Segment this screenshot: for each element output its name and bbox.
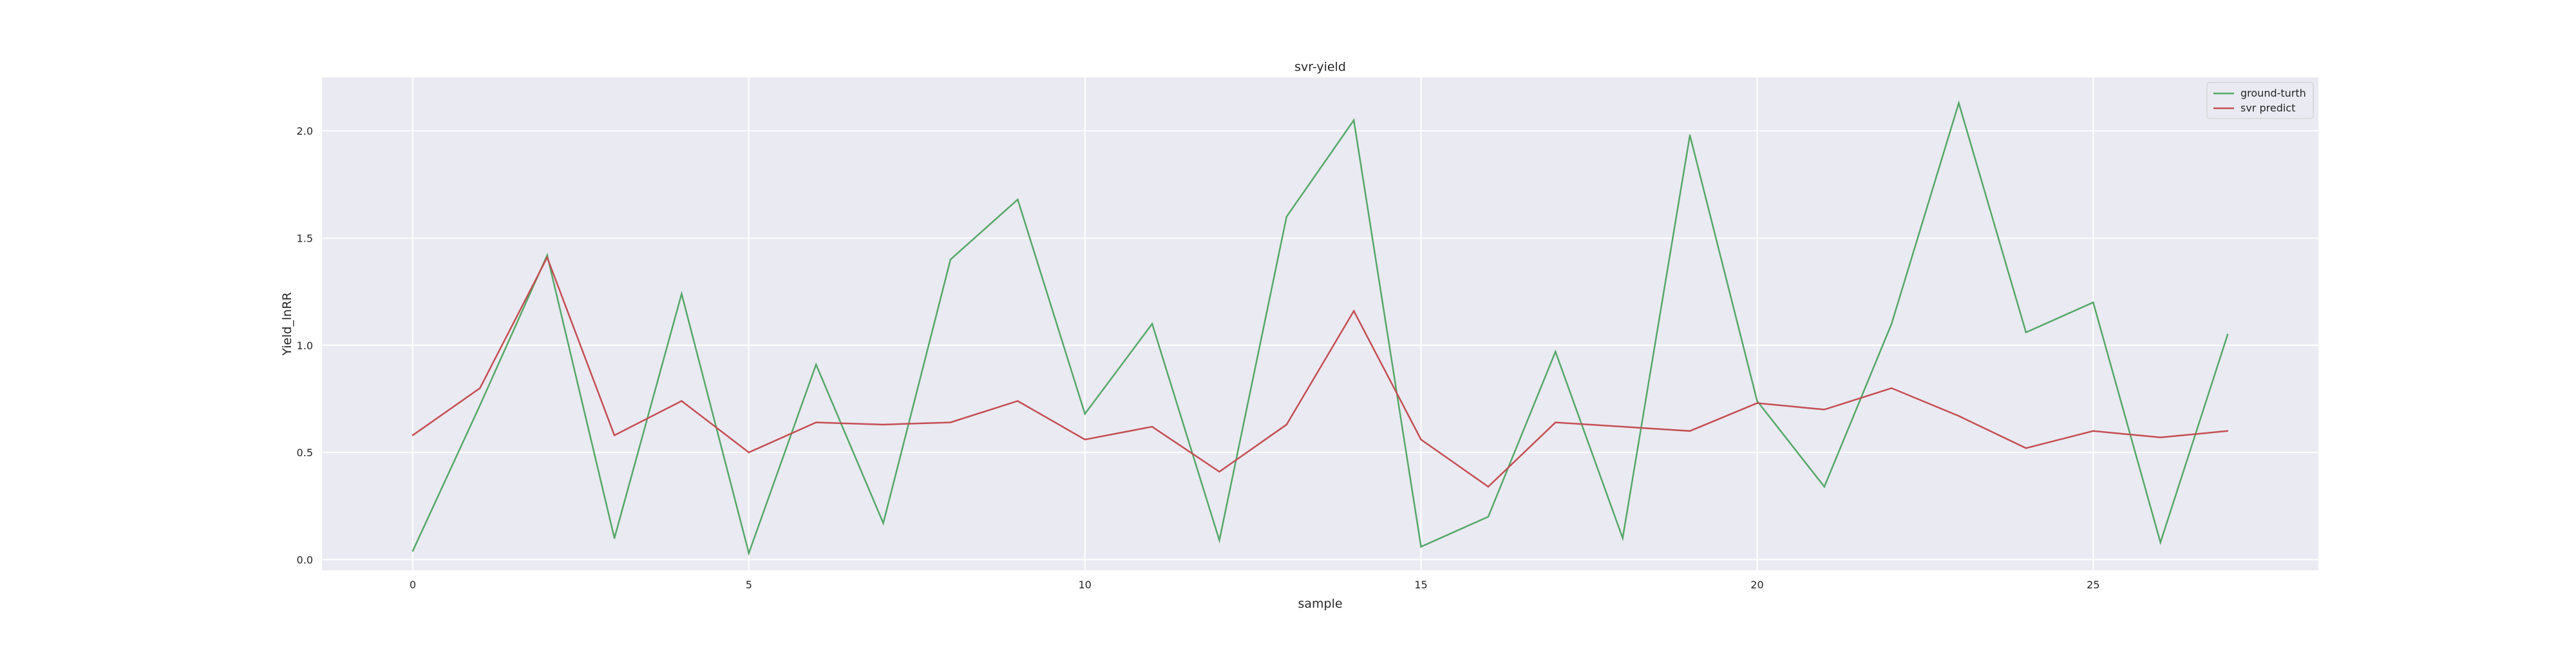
x-tick-label: 5 [746,579,752,591]
x-axis-label: sample [1298,597,1342,611]
data-point [1823,486,1826,488]
data-point [1420,546,1422,548]
data-point [1084,412,1086,415]
y-tick-label: 1.0 [297,340,313,352]
data-point [2025,331,2027,334]
y-tick-label: 0.5 [297,447,313,459]
data-point [1151,425,1153,428]
data-point [2159,436,2161,438]
data-point [1689,430,1691,432]
data-point [748,451,750,454]
data-point [1555,351,1557,352]
data-point [2092,430,2094,432]
y-tick-label: 1.5 [297,232,313,244]
data-point [1958,102,1960,104]
legend: ground-turth svr predict [2206,82,2314,119]
data-point [1487,516,1490,518]
data-point [681,293,683,295]
data-point [1285,423,1288,426]
data-point [546,254,548,256]
legend-label-svr-predict: svr predict [2240,102,2295,114]
tick-labels: 0 5 10 15 20 25 0.0 0.5 1.0 1.5 2.0 [297,125,2100,591]
data-point [1891,323,1893,325]
data-point [949,258,952,260]
data-point [1151,323,1153,325]
data-point [2092,302,2094,304]
x-tick-label: 25 [2087,579,2099,591]
data-point [1823,409,1826,410]
data-point [815,363,817,365]
y-axis-label: Yield_lnRR [280,292,294,356]
series-lines [412,100,2229,556]
data-point [882,423,884,426]
data-point [613,434,616,436]
legend-box [2206,82,2314,119]
data-point [1622,537,1624,539]
chart-title: svr-yield [1294,60,1346,74]
legend-label-ground-turth: ground-turth [2240,87,2306,99]
data-point [1352,310,1355,312]
data-point [1958,415,1960,417]
y-tick-label: 0.0 [297,554,313,566]
data-point [613,537,616,539]
data-point [412,550,414,552]
data-point [882,522,884,525]
data-point [748,552,750,554]
data-point [1487,486,1490,488]
data-point [681,400,683,402]
grid-lines [322,77,2318,570]
y-tick-label: 2.0 [297,125,313,137]
data-point [1084,438,1086,441]
data-point [815,421,817,423]
data-point [2159,541,2161,543]
series-line-ground-turth [412,100,2229,556]
data-point [1756,400,1758,402]
data-point [412,434,414,436]
data-point [1555,421,1557,423]
data-point [1352,119,1355,121]
x-tick-label: 10 [1079,579,1092,591]
data-point [2025,447,2027,449]
data-point [479,404,481,407]
plot-area [322,77,2318,570]
data-point [1756,402,1758,404]
data-point [949,421,952,423]
data-point [1891,387,1893,389]
data-point [1218,539,1220,541]
x-tick-label: 15 [1414,579,1427,591]
x-tick-label: 0 [410,579,416,591]
data-point [1285,215,1288,218]
data-point [546,256,548,258]
data-point [1689,134,1691,137]
x-tick-label: 20 [1750,579,1763,591]
data-point [479,387,481,389]
data-point [1017,400,1019,402]
data-point [2226,333,2229,336]
data-point [1218,470,1220,473]
data-point [1420,438,1422,441]
data-point [2226,430,2229,432]
data-point [1622,425,1624,428]
series-line-svr-predict [412,255,2228,488]
data-point [1017,198,1019,200]
